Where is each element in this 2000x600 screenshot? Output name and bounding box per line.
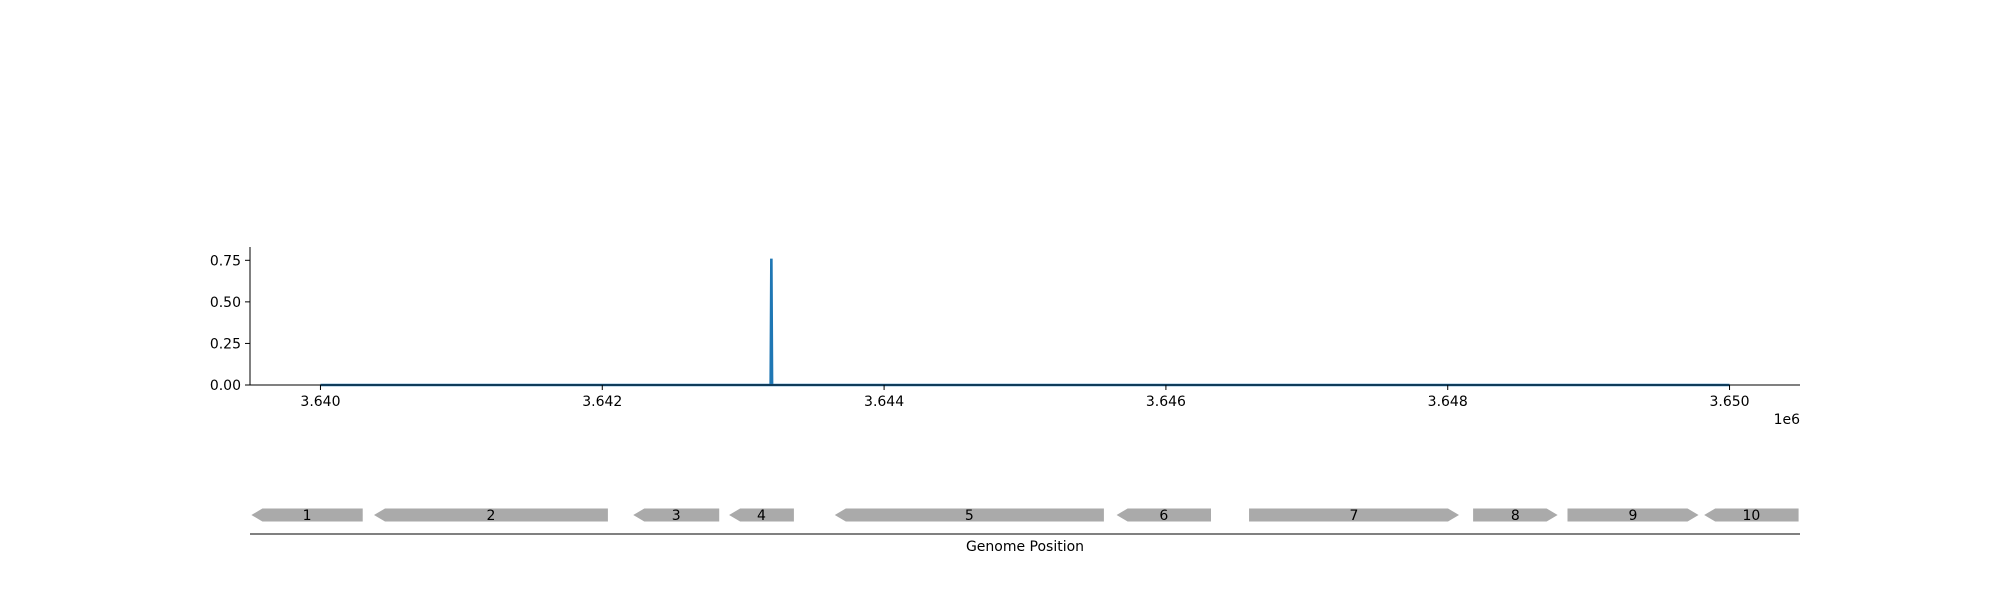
gene-map-xlabel: Genome Position: [966, 539, 1084, 555]
gene-map: 1 2 3 4 5 6 7 8 9 10 Genome Position: [250, 508, 1800, 555]
gene-arrow-5: [834, 508, 1104, 522]
gene-label-4: 4: [757, 508, 766, 524]
gene-label-3: 3: [672, 508, 681, 524]
coverage-series-line: [320, 258, 1730, 387]
gene-arrow-1: [251, 508, 363, 522]
x-tick-label: 3.648: [1428, 394, 1468, 410]
gene-arrow-4: [729, 508, 794, 522]
gene-label-5: 5: [965, 508, 974, 524]
gene-label-6: 6: [1159, 508, 1168, 524]
gene-label-10: 10: [1742, 508, 1760, 524]
x-tick-label: 3.642: [582, 394, 622, 410]
gene-label-8: 8: [1511, 508, 1520, 524]
gene-label-2: 2: [486, 508, 495, 524]
gene-arrow-2: [374, 508, 608, 522]
gene-arrow-3: [633, 508, 720, 522]
gene-label-1: 1: [303, 508, 312, 524]
y-tick-label: 0.25: [210, 336, 241, 352]
gene-arrow-6: [1116, 508, 1211, 522]
gene-arrow-7: [1249, 508, 1459, 522]
y-tick-label: 0.50: [210, 295, 241, 311]
coverage-plot: 0.00 0.25 0.50 0.75 3.640 3.642 3.644 3.646 3.64…: [210, 247, 1800, 428]
y-tick-label: 0.75: [210, 253, 241, 269]
gene-arrow-9: [1567, 508, 1699, 522]
gene-arrow-10: [1704, 508, 1799, 522]
gene-label-9: 9: [1629, 508, 1638, 524]
x-tick-label: 3.640: [300, 394, 340, 410]
x-offset-label: 1e6: [1774, 412, 1801, 428]
gene-arrow-8: [1473, 508, 1558, 522]
y-tick-label: 0.00: [210, 378, 241, 394]
x-tick-label: 3.646: [1146, 394, 1186, 410]
gene-label-7: 7: [1350, 508, 1359, 524]
x-tick-label: 3.650: [1709, 394, 1749, 410]
x-tick-label: 3.644: [864, 394, 904, 410]
